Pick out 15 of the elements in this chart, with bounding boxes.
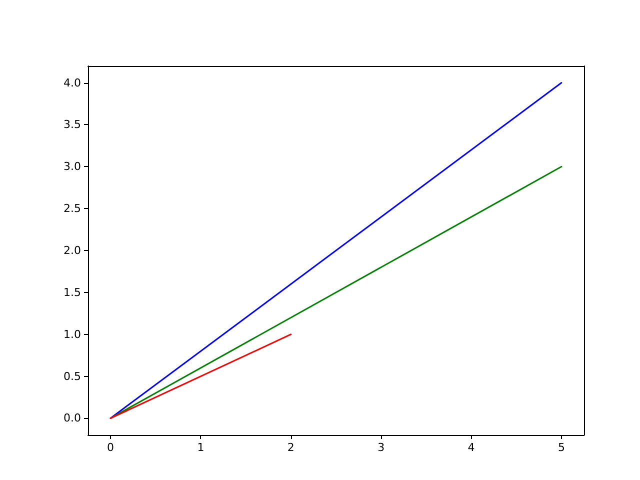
- y-tick-label: 3.5: [64, 118, 81, 132]
- x-tick-label: 1: [197, 441, 204, 454]
- x-tick-label: 2: [287, 441, 294, 454]
- x-tick-label: 3: [378, 441, 385, 454]
- y-tick-label: 3.0: [64, 160, 81, 174]
- y-tick-label: 0.0: [64, 412, 81, 425]
- y-tick-label: 2.0: [64, 244, 81, 257]
- x-tick-label: 5: [558, 441, 565, 454]
- y-tick-label: 4.0: [64, 76, 81, 90]
- y-tick-label: 1.5: [64, 286, 81, 299]
- x-tick-label: 0: [107, 441, 114, 454]
- y-tick-label: 1.0: [64, 328, 81, 341]
- x-tick-label: 4: [468, 441, 475, 454]
- y-tick-label: 2.5: [64, 202, 81, 216]
- y-tick-label: 0.5: [64, 370, 81, 383]
